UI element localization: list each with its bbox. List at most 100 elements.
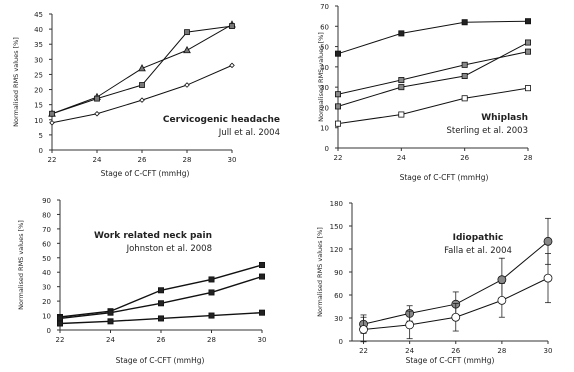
x-tick-label: 28 bbox=[183, 156, 192, 164]
y-tick-label: 0 bbox=[325, 145, 329, 153]
data-point bbox=[497, 295, 507, 305]
data-point bbox=[49, 120, 55, 126]
x-axis-label: Stage of C-CFT (mmHg) bbox=[116, 356, 205, 365]
data-point bbox=[107, 309, 114, 316]
x-tick-label: 24 bbox=[405, 347, 414, 355]
data-point bbox=[94, 95, 100, 102]
x-tick-label: 28 bbox=[497, 347, 506, 355]
y-tick-label: 35 bbox=[34, 41, 43, 49]
y-tick-label: 60 bbox=[320, 23, 329, 31]
data-point bbox=[497, 275, 507, 285]
data-point bbox=[157, 315, 164, 322]
chart-title: Idiopathic bbox=[453, 233, 504, 243]
x-tick-label: 28 bbox=[524, 154, 533, 162]
x-tick-label: 22 bbox=[56, 336, 65, 344]
y-tick-label: 80 bbox=[42, 211, 51, 219]
data-point bbox=[57, 320, 64, 327]
data-point bbox=[461, 72, 468, 79]
chart-subtitle: Falla et al. 2004 bbox=[444, 246, 512, 256]
y-axis-label: Normalised RMS values [%] bbox=[17, 220, 25, 310]
x-tick-label: 26 bbox=[460, 154, 469, 162]
x-axis-label: Stage of C-CFT (mmHg) bbox=[101, 169, 190, 178]
data-point bbox=[461, 61, 468, 68]
y-tick-label: 60 bbox=[334, 292, 343, 300]
y-tick-label: 70 bbox=[42, 226, 51, 234]
data-point bbox=[94, 110, 100, 117]
data-point bbox=[139, 82, 145, 88]
data-point bbox=[107, 318, 114, 325]
data-point bbox=[398, 30, 405, 37]
data-point bbox=[525, 39, 532, 46]
y-tick-label: 0 bbox=[339, 338, 343, 346]
y-tick-label: 40 bbox=[320, 64, 329, 72]
y-tick-label: 10 bbox=[320, 125, 329, 133]
y-tick-label: 60 bbox=[42, 240, 51, 248]
y-axis-label: Normalised RMS values [%] bbox=[12, 37, 20, 127]
x-tick-label: 30 bbox=[544, 347, 553, 355]
y-tick-label: 50 bbox=[42, 255, 51, 263]
chart-title: Work related neck pain bbox=[94, 231, 212, 241]
data-point bbox=[543, 273, 553, 283]
data-point bbox=[183, 45, 191, 54]
chart-subtitle: Sterling et al. 2003 bbox=[446, 126, 528, 136]
y-tick-label: 0 bbox=[47, 327, 51, 335]
y-axis-label: Normalised RMS values [%] bbox=[316, 227, 324, 317]
data-point bbox=[208, 312, 215, 319]
data-point bbox=[229, 62, 235, 69]
data-point bbox=[405, 320, 415, 330]
y-tick-label: 5 bbox=[39, 132, 43, 140]
data-point bbox=[334, 50, 341, 57]
data-point bbox=[461, 19, 468, 26]
y-tick-label: 30 bbox=[42, 284, 51, 292]
y-axis-label: Normalised RMS values [%] bbox=[317, 32, 325, 122]
y-tick-label: 30 bbox=[34, 56, 43, 64]
series-line-2 bbox=[59, 275, 263, 320]
data-point bbox=[157, 287, 164, 294]
series-line-4 bbox=[337, 87, 529, 125]
data-point bbox=[49, 110, 55, 117]
data-point bbox=[334, 91, 341, 98]
data-point bbox=[208, 289, 215, 296]
x-tick-label: 26 bbox=[138, 156, 147, 164]
chart-subtitle: Jull et al. 2004 bbox=[218, 128, 280, 138]
data-point bbox=[57, 315, 64, 322]
x-axis-label: Stage of C-CFT (mmHg) bbox=[400, 173, 489, 182]
y-tick-label: 50 bbox=[320, 44, 329, 52]
y-tick-label: 90 bbox=[42, 197, 51, 205]
data-point bbox=[525, 85, 532, 92]
data-point bbox=[139, 97, 145, 103]
data-point bbox=[258, 273, 265, 280]
y-tick-label: 90 bbox=[334, 269, 343, 277]
y-tick-label: 0 bbox=[39, 147, 43, 155]
data-point bbox=[208, 276, 215, 283]
data-point bbox=[525, 18, 532, 25]
y-tick-label: 10 bbox=[42, 313, 51, 321]
data-point bbox=[334, 120, 341, 127]
data-point bbox=[258, 261, 265, 268]
y-tick-label: 20 bbox=[42, 298, 51, 306]
y-tick-label: 25 bbox=[34, 71, 43, 79]
y-tick-label: 45 bbox=[34, 11, 43, 19]
y-tick-label: 20 bbox=[320, 104, 329, 112]
data-point bbox=[138, 64, 146, 72]
series-line-1 bbox=[337, 20, 529, 55]
data-point bbox=[184, 29, 190, 36]
y-tick-label: 15 bbox=[34, 102, 43, 110]
y-tick-label: 150 bbox=[330, 223, 343, 231]
chart-panel-1: 0 5 10 15 20 25 30 35 40 45 22 24 26 28 30 Stage of C-C… bbox=[12, 11, 280, 178]
data-point bbox=[525, 48, 532, 55]
data-point bbox=[334, 103, 341, 110]
data-point bbox=[258, 309, 265, 316]
data-point bbox=[398, 111, 405, 118]
data-point bbox=[461, 95, 468, 102]
x-tick-label: 28 bbox=[207, 336, 216, 344]
x-tick-label: 24 bbox=[93, 156, 102, 164]
x-tick-label: 24 bbox=[397, 154, 406, 162]
chart-panel-3: 0 10 20 30 40 50 60 70 80 90 22 24 26 28 30 Stage of C-… bbox=[17, 197, 266, 365]
data-point bbox=[398, 77, 405, 84]
chart-subtitle: Johnston et al. 2008 bbox=[126, 244, 212, 254]
x-tick-label: 22 bbox=[334, 154, 343, 162]
x-tick-label: 30 bbox=[228, 156, 237, 164]
y-tick-label: 40 bbox=[42, 269, 51, 277]
series-line-2 bbox=[337, 51, 529, 95]
